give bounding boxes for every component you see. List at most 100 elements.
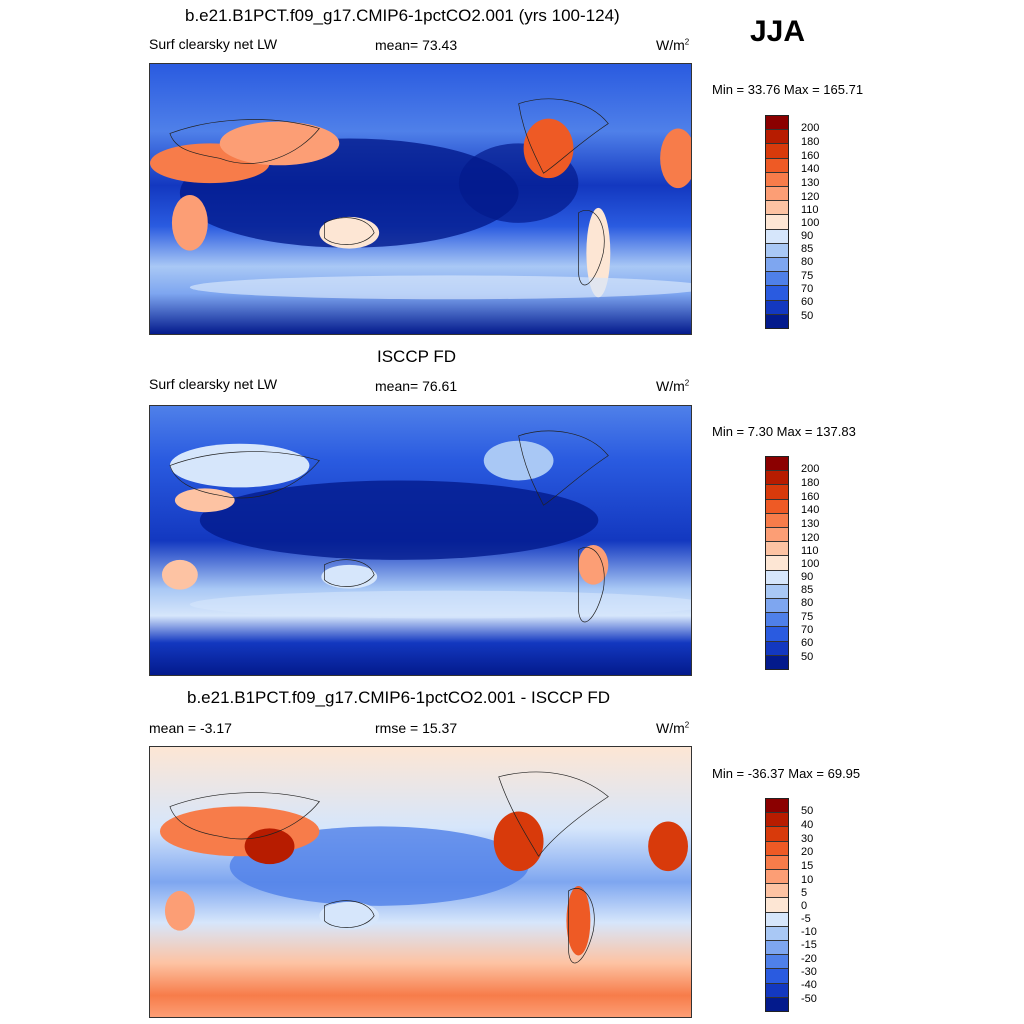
- panel1-colorbar-swatch: [766, 258, 788, 273]
- panel2-colorbar-swatch: [766, 471, 788, 486]
- panel3-colorbar-swatch: [766, 884, 788, 899]
- panel2-colorbar-swatch: [766, 542, 788, 557]
- panel1-colorbar-swatch: [766, 172, 788, 188]
- panel1-colorbar-swatch: [766, 144, 788, 159]
- panel2-colorbar-swatch: [766, 457, 788, 472]
- panel1-colorbar-swatch: [766, 314, 788, 329]
- panel1-colorbar-swatch: [766, 130, 788, 145]
- panel1-tick: 160: [801, 150, 820, 162]
- panel3-colorbar-swatch: [766, 813, 788, 828]
- panel1-title: b.e21.B1PCT.f09_g17.CMIP6-1pctCO2.001 (y…: [185, 6, 620, 25]
- panel2-tick: 75: [801, 611, 814, 623]
- panel2-colorbar-swatch: [766, 655, 788, 670]
- panel1-left-label: Surf clearsky net LW: [149, 36, 278, 52]
- panel3-colorbar-swatch: [766, 941, 788, 956]
- panel2-tick: 50: [801, 651, 814, 663]
- panel3-map-svg: [150, 747, 691, 1017]
- panel2-colorbar: [765, 456, 789, 670]
- panel2-tick: 90: [801, 571, 814, 583]
- panel3-colorbar-swatch: [766, 799, 788, 814]
- panel1-tick: 200: [801, 122, 820, 134]
- panel2-tick: 160: [801, 491, 820, 503]
- season-label: JJA: [750, 15, 806, 48]
- panel2-tick: 200: [801, 463, 820, 475]
- panel2-colorbar-swatch: [766, 499, 788, 514]
- panel3-tick: -5: [801, 913, 811, 925]
- panel3-colorbar-swatch: [766, 827, 788, 842]
- panel2-colorbar-swatch: [766, 485, 788, 500]
- panel1-minmax: Min = 33.76 Max = 165.71: [712, 82, 864, 97]
- panel3-tick: 10: [801, 874, 814, 886]
- panel3-tick: -30: [801, 966, 817, 978]
- panel1-colorbar-swatch: [766, 229, 788, 244]
- panel2-colorbar-swatch: [766, 570, 788, 585]
- panel1-mean-label: mean= 73.43: [375, 37, 458, 53]
- panel1-map: [149, 63, 692, 335]
- panel2-tick: 80: [801, 597, 814, 609]
- panel3-title: b.e21.B1PCT.f09_g17.CMIP6-1pctCO2.001 - …: [187, 688, 610, 707]
- panel1-colorbar-swatch: [766, 158, 788, 173]
- panel3-map: [149, 746, 692, 1018]
- panel2-tick: 70: [801, 624, 814, 636]
- panel3-colorbar-swatch: [766, 912, 788, 927]
- panel2-minmax: Min = 7.30 Max = 137.83: [712, 424, 856, 439]
- panel3-tick: -40: [801, 979, 817, 991]
- panel1-tick: 140: [801, 163, 820, 175]
- panel1-tick: 50: [801, 310, 814, 322]
- panel1-tick: 120: [801, 191, 820, 203]
- panel3-tick: -10: [801, 926, 817, 938]
- panel2-colorbar-swatch: [766, 613, 788, 628]
- panel1-colorbar-swatch: [766, 300, 788, 315]
- panel2-tick: 120: [801, 532, 820, 544]
- panel1-colorbar-swatch: [766, 215, 788, 230]
- panel2-tick: 100: [801, 558, 820, 570]
- panel3-colorbar-swatch: [766, 855, 788, 871]
- panel2-colorbar-swatch: [766, 584, 788, 600]
- panel3-tick: 40: [801, 819, 814, 831]
- panel2-tick: 110: [801, 545, 819, 557]
- panel2-tick: 60: [801, 637, 814, 649]
- panel3-tick: 30: [801, 833, 814, 845]
- panel3-colorbar-swatch: [766, 926, 788, 942]
- panel3-tick: 0: [801, 900, 808, 912]
- panel3-units: W/m2: [656, 720, 690, 736]
- panel2-mean-label: mean= 76.61: [375, 378, 458, 394]
- panel1-colorbar-swatch: [766, 286, 788, 301]
- panel3-colorbar-swatch: [766, 898, 788, 913]
- panel1-tick: 70: [801, 283, 814, 295]
- panel2-units: W/m2: [656, 378, 690, 394]
- panel1-tick: 100: [801, 217, 820, 229]
- panel3-tick: 50: [801, 805, 814, 817]
- panel2-tick: 180: [801, 477, 820, 489]
- panel3-colorbar-swatch: [766, 955, 788, 970]
- panel2-colorbar-swatch: [766, 513, 788, 529]
- panel3-colorbar-swatch: [766, 841, 788, 856]
- panel3-tick: -50: [801, 993, 817, 1005]
- panel2-colorbar-swatch: [766, 556, 788, 571]
- panel3-tick: 5: [801, 887, 808, 899]
- panel3-colorbar-swatch: [766, 969, 788, 984]
- panel2-colorbar-swatch: [766, 641, 788, 656]
- panel2-tick: 140: [801, 504, 820, 516]
- panel1-tick: 180: [801, 136, 820, 148]
- panel3-colorbar-swatch: [766, 870, 788, 885]
- panel3-minmax: Min = -36.37 Max = 69.95: [712, 766, 861, 781]
- panel1-colorbar-swatch: [766, 243, 788, 259]
- panel1-map-svg: [150, 64, 691, 334]
- panel3-tick: -15: [801, 939, 817, 951]
- panel1-colorbar-swatch: [766, 272, 788, 287]
- panel1-tick: 85: [801, 243, 814, 255]
- panel2-map: [149, 405, 692, 676]
- panel3-tick: 20: [801, 846, 814, 858]
- panel3-colorbar-swatch: [766, 983, 788, 998]
- panel2-colorbar-swatch: [766, 528, 788, 543]
- panel1-tick: 80: [801, 256, 814, 268]
- panel2-tick: 130: [801, 518, 820, 530]
- panel2-colorbar-swatch: [766, 627, 788, 642]
- panel3-colorbar: [765, 798, 789, 1012]
- panel2-colorbar-swatch: [766, 599, 788, 614]
- panel1-tick: 90: [801, 230, 814, 242]
- panel2-left-label: Surf clearsky net LW: [149, 376, 278, 392]
- panel1-colorbar: [765, 115, 789, 329]
- panel1-tick: 75: [801, 270, 814, 282]
